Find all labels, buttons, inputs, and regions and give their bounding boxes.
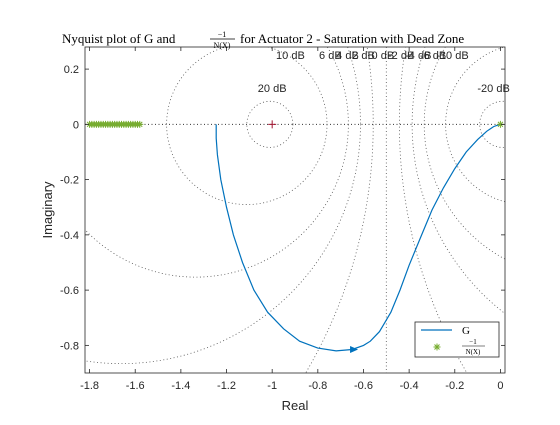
y-tick-label: 0 [73, 119, 79, 131]
m-circle [423, 47, 505, 260]
series-g-direction-arrow [350, 346, 359, 354]
m-circle [479, 100, 505, 148]
x-axis-label: Real [282, 398, 309, 413]
y-tick-label: -0.2 [60, 175, 79, 187]
series-layer [86, 120, 504, 354]
m-circle-label: 6 dB [319, 50, 342, 62]
m-circle-label: 20 dB [258, 83, 287, 95]
m-circle-label: -6 dB [420, 50, 446, 62]
series-g-line [215, 123, 501, 352]
x-tick-label: -1.8 [80, 380, 99, 392]
x-tick-label: -0.4 [400, 380, 419, 392]
y-axis-label: Imaginary [40, 181, 55, 239]
m-circle-label: 2 dB [352, 50, 375, 62]
m-circle-label: 4 dB [336, 50, 359, 62]
x-tick-label: -1.2 [217, 380, 236, 392]
x-tick-label: -1 [267, 380, 277, 392]
m-circle-label: -4 dB [405, 50, 431, 62]
x-tick-label: 0 [497, 380, 503, 392]
chart-title: Nyquist plot of G and [62, 31, 176, 46]
y-tick-label: -0.8 [60, 340, 79, 352]
title-fraction-numerator: −1 [218, 30, 227, 39]
m-circle-label: 0 dB [372, 50, 395, 62]
legend: G−1 N(X) [414, 321, 500, 358]
m-circle-labels: 10 dB 6 dB4 dB2 dB0 dB-2 dB-4 dB-6 dB-10 … [258, 50, 510, 95]
m-circle [246, 100, 294, 148]
axes [84, 46, 506, 374]
legend-label-g: G [462, 325, 470, 337]
x-tick-label: -1.4 [171, 380, 190, 392]
series-dn-point [136, 120, 144, 128]
title-fraction-denominator: N(X) [214, 41, 231, 50]
x-tick-label: -0.8 [308, 380, 327, 392]
legend-label-dn-denominator: N(X) [466, 348, 481, 356]
legend-box [414, 321, 500, 358]
critical-point-marker [268, 120, 277, 129]
x-tick-label: -0.6 [354, 380, 373, 392]
legend-label-dn-numerator: −1 [469, 338, 477, 346]
y-tick-label: -0.6 [60, 285, 79, 297]
m-circle-label: -20 dB [477, 83, 509, 95]
title-prefix: Nyquist plot of G and [62, 31, 176, 46]
title-suffix: for Actuator 2 - Saturation with Dead Zo… [240, 31, 464, 46]
title-fraction: −1 N(X) [210, 30, 235, 50]
y-tick-label: -0.4 [60, 230, 79, 242]
m-circle-label: -2 dB [388, 50, 414, 62]
x-tick-label: -0.2 [445, 380, 464, 392]
tick-labels: -1.8 -1.6 -1.4 -1.2 -1 -0.8 -0.6 -0.4 -0.2 0 0.2 0 -… [60, 47, 505, 392]
m-circle-label: 10 dB [276, 50, 305, 62]
y-tick-label: 0.2 [64, 64, 79, 76]
series-dn-point [433, 343, 441, 351]
axes-box [84, 46, 506, 374]
m-circle-label: -10 dB [436, 50, 468, 62]
legend-label-dn: −1 N(X) [462, 338, 485, 356]
legend-swatch-dn [433, 343, 441, 351]
x-tick-label: -1.6 [126, 380, 145, 392]
